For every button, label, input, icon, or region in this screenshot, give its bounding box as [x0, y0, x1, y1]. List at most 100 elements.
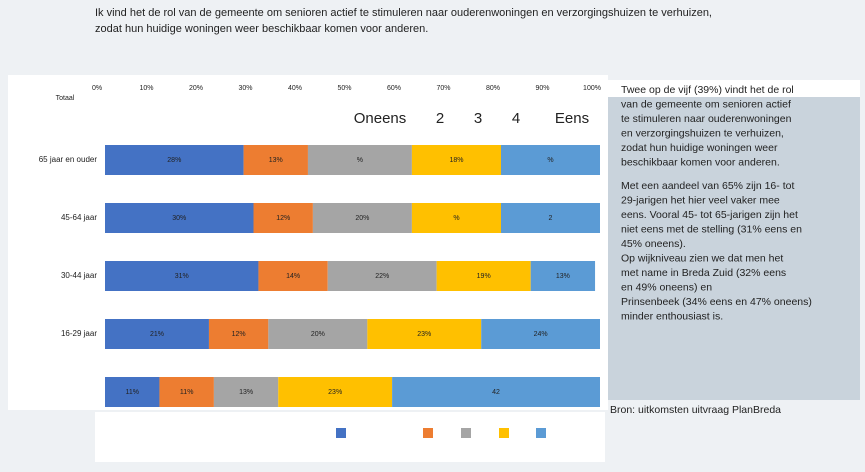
bar-segment — [436, 261, 531, 291]
x-tick-label: 50% — [337, 85, 351, 92]
bar-segment — [411, 145, 501, 175]
x-tick-label: 80% — [486, 85, 500, 92]
chart-panel — [8, 75, 608, 410]
x-tick-label: 40% — [288, 85, 302, 92]
value-label: 18% — [449, 157, 463, 164]
side-text-line: niet eens met de stelling (31% eens en — [621, 223, 802, 235]
side-text-line: 45% oneens). — [621, 238, 686, 250]
source: Bron: uitkomsten uitvraag PlanBreda — [610, 404, 781, 416]
y-tick-label: 45-64 jaar — [61, 213, 97, 222]
side-text-line: Twee op de vijf (39%) vindt het de rol — [621, 84, 794, 96]
value-label: 31% — [175, 273, 189, 280]
bar-segment — [392, 377, 600, 407]
intro-line: zodat hun huidige woningen weer beschikb… — [95, 23, 428, 35]
value-label: 12% — [276, 215, 290, 222]
legend-swatch — [536, 428, 546, 438]
value-label: 13% — [269, 157, 283, 164]
value-label: 28% — [167, 157, 181, 164]
y-tick-label: 65 jaar en ouder — [39, 155, 98, 164]
bar-segment — [327, 261, 437, 291]
bar-segment — [278, 377, 393, 407]
bar-segment — [105, 145, 244, 175]
side-text-line: zodat hun huidige woningen weer — [621, 142, 778, 154]
x-tick-label: 90% — [535, 85, 549, 92]
value-label: % — [547, 157, 553, 164]
side-text-line: te stimuleren naar ouderenwoningen — [621, 113, 792, 125]
value-label: 20% — [311, 331, 325, 338]
value-label: 20% — [355, 215, 369, 222]
side-text-line: eens. Vooral 45- tot 65-jarigen zijn het — [621, 209, 798, 221]
legend-panel — [95, 412, 605, 462]
x-tick-label: 20% — [189, 85, 203, 92]
y-tick-label: 30-44 jaar — [61, 271, 97, 280]
side-text-line: minder enthousiast is. — [621, 310, 723, 322]
value-label: 23% — [328, 389, 342, 396]
value-label: 19% — [477, 273, 491, 280]
legend-label: 4 — [512, 110, 520, 127]
legend-swatch — [336, 428, 346, 438]
value-label: 14% — [286, 273, 300, 280]
bar-segment — [411, 203, 501, 233]
value-label: 2 — [549, 215, 553, 222]
x-tick-label: 10% — [139, 85, 153, 92]
bar-segment — [105, 203, 254, 233]
bar-segment — [253, 203, 313, 233]
side-text-line: en 49% oneens) en — [621, 281, 712, 293]
text-panel — [608, 97, 860, 400]
side-text-line: en verzorgingshuizen te verhuizen, — [621, 127, 784, 139]
side-text-line: beschikbaar komen voor anderen. — [621, 156, 780, 168]
value-label: 13% — [239, 389, 253, 396]
value-label: 42 — [492, 389, 500, 396]
side-text-line: Met een aandeel van 65% zijn 16- tot — [621, 180, 794, 192]
x-tick-label: 100% — [583, 85, 601, 92]
legend-swatch — [423, 428, 433, 438]
value-label: 24% — [534, 331, 548, 338]
side-text-line: 29-jarigen het hier veel vaker mee — [621, 194, 780, 206]
bar-segment — [481, 319, 600, 349]
x-tick-label: 0% — [92, 85, 102, 92]
value-label: 23% — [417, 331, 431, 338]
bar-segment — [258, 261, 328, 291]
bar-segment — [105, 377, 160, 407]
legend-swatch — [499, 428, 509, 438]
value-label: 21% — [150, 331, 164, 338]
bar-segment — [268, 319, 368, 349]
value-label: % — [453, 215, 459, 222]
bar-segment — [530, 261, 596, 291]
y-tick-label: 16-29 jaar — [61, 329, 97, 338]
legend-label: Oneens — [354, 110, 407, 127]
legend-swatch — [461, 428, 471, 438]
bar-segment — [501, 145, 600, 175]
bar-segment — [105, 261, 259, 291]
bar-segment — [312, 203, 412, 233]
bar-segment — [307, 145, 412, 175]
text-panel-top — [608, 80, 860, 97]
bar-segment — [243, 145, 308, 175]
legend-label: 3 — [474, 110, 482, 127]
value-label: 11% — [180, 389, 194, 396]
value-label: 13% — [556, 273, 570, 280]
side-text-line: van de gemeente om senioren actief — [621, 98, 791, 110]
x-tick-label: 60% — [387, 85, 401, 92]
legend-label: Eens — [555, 110, 589, 127]
bar-segment — [367, 319, 482, 349]
bar-segment — [159, 377, 214, 407]
value-label: 22% — [375, 273, 389, 280]
bar-segment — [208, 319, 269, 349]
value-label: % — [357, 157, 363, 164]
x-tick-label: 70% — [436, 85, 450, 92]
value-label: 12% — [232, 331, 246, 338]
x-tick-label: 30% — [238, 85, 252, 92]
side-text-line: met name in Breda Zuid (32% eens — [621, 267, 786, 279]
intro-line: Ik vind het de rol van de gemeente om se… — [95, 7, 712, 19]
side-text-line: Op wijkniveau zien we dat men het — [621, 252, 783, 264]
legend-label: 2 — [436, 110, 444, 127]
value-label: 11% — [125, 389, 139, 396]
bar-segment — [213, 377, 279, 407]
y-axis-label: Totaal — [56, 95, 75, 102]
side-text-line: Prinsenbeek (34% eens en 47% oneens) — [621, 296, 812, 308]
value-label: 30% — [172, 215, 186, 222]
bar-segment — [501, 203, 600, 233]
